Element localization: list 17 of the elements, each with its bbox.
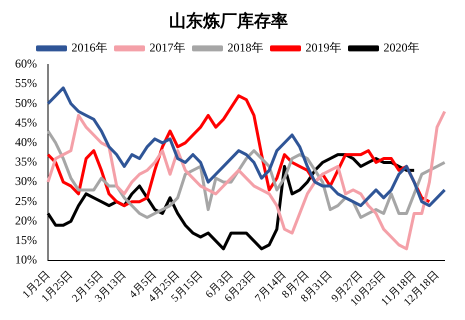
legend-label: 2016年 — [72, 40, 108, 55]
y-tick-label: 30% — [14, 174, 37, 188]
y-tick-label: 25% — [14, 194, 37, 208]
chart-title: 山东炼厂库存率 — [169, 12, 288, 31]
y-tick-label: 35% — [14, 154, 37, 169]
y-tick-label: 40% — [14, 135, 37, 150]
legend-label: 2017年 — [150, 40, 186, 55]
y-tick-label: 15% — [14, 233, 37, 248]
y-tick-label: 60% — [14, 56, 37, 71]
legend-label: 2019年 — [306, 40, 342, 55]
y-tick-label: 55% — [14, 76, 37, 90]
legend-label: 2018年 — [228, 40, 264, 55]
y-tick-label: 20% — [14, 213, 37, 228]
y-tick-label: 45% — [14, 115, 37, 130]
legend-label: 2020年 — [384, 40, 420, 55]
y-tick-label: 50% — [14, 96, 37, 110]
y-tick-label: 10% — [14, 252, 37, 267]
